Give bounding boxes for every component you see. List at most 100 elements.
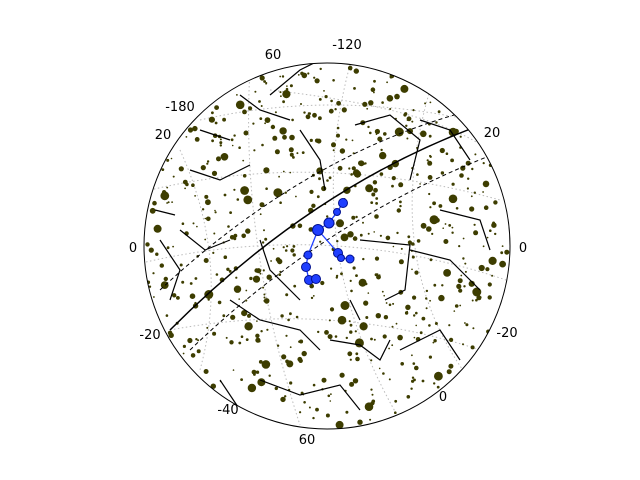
star-point bbox=[334, 108, 337, 111]
star-point bbox=[285, 293, 289, 297]
star-point bbox=[440, 171, 445, 175]
star-point bbox=[504, 249, 510, 255]
star-point bbox=[211, 170, 218, 176]
star-point bbox=[442, 227, 445, 229]
star-point bbox=[178, 166, 184, 172]
star-point bbox=[192, 222, 195, 225]
star-point bbox=[488, 256, 497, 265]
star-point bbox=[429, 258, 433, 262]
star-point bbox=[282, 90, 291, 99]
tick-label: -40 bbox=[217, 403, 238, 418]
star-point bbox=[212, 331, 217, 336]
star-point bbox=[207, 298, 210, 301]
star-point bbox=[377, 136, 383, 142]
graticule-line bbox=[169, 318, 481, 351]
star-point bbox=[420, 130, 427, 138]
star-point bbox=[373, 91, 375, 94]
tick-label: 60 bbox=[265, 48, 282, 63]
star-point bbox=[152, 200, 157, 206]
star-point bbox=[389, 108, 392, 110]
star-point bbox=[413, 336, 416, 339]
graticule-line bbox=[332, 64, 401, 421]
star-point bbox=[148, 247, 154, 253]
star-point bbox=[243, 195, 253, 205]
star-point bbox=[339, 372, 345, 378]
star-point bbox=[245, 228, 251, 234]
star-point bbox=[357, 419, 363, 425]
constellation-line bbox=[419, 119, 471, 161]
star-point bbox=[355, 356, 360, 362]
star-point bbox=[324, 330, 329, 335]
star-point bbox=[204, 238, 207, 241]
star-point bbox=[310, 227, 313, 230]
highlight-star bbox=[303, 250, 313, 260]
star-point bbox=[369, 131, 372, 135]
constellation-line bbox=[239, 94, 291, 121]
star-point bbox=[375, 313, 381, 319]
star-point bbox=[373, 187, 378, 193]
highlight-star bbox=[345, 254, 355, 264]
star-point bbox=[371, 393, 374, 396]
star-point bbox=[160, 191, 170, 201]
star-point bbox=[462, 237, 465, 240]
star-point bbox=[386, 81, 388, 84]
star-point bbox=[286, 245, 289, 248]
star-point bbox=[297, 74, 300, 76]
star-point bbox=[238, 146, 241, 149]
star-point bbox=[392, 245, 395, 248]
star-point bbox=[256, 320, 258, 322]
star-point bbox=[435, 121, 438, 124]
star-point bbox=[326, 179, 329, 182]
star-point bbox=[219, 138, 222, 141]
star-point bbox=[255, 333, 260, 338]
star-point bbox=[253, 149, 256, 152]
star-point bbox=[324, 95, 328, 99]
star-point bbox=[261, 241, 265, 244]
star-point bbox=[431, 232, 434, 235]
star-point bbox=[247, 383, 257, 393]
star-point bbox=[487, 282, 492, 287]
star-point bbox=[366, 107, 369, 110]
star-point bbox=[396, 231, 399, 235]
star-point bbox=[463, 285, 466, 288]
star-point bbox=[263, 229, 265, 232]
star-point bbox=[295, 195, 297, 198]
star-point bbox=[233, 188, 236, 191]
star-point bbox=[319, 67, 322, 71]
star-point bbox=[471, 167, 474, 171]
star-point bbox=[245, 299, 248, 302]
star-point bbox=[475, 298, 478, 302]
tick-label: 60 bbox=[299, 433, 316, 448]
star-point bbox=[279, 201, 282, 204]
star-point bbox=[295, 315, 299, 319]
star-point bbox=[381, 101, 384, 104]
star-point bbox=[352, 172, 356, 175]
star-point bbox=[211, 111, 214, 115]
star-point bbox=[365, 316, 369, 319]
star-point bbox=[437, 110, 441, 114]
constellation-line bbox=[159, 239, 181, 301]
star-point bbox=[349, 330, 353, 334]
star-point bbox=[469, 206, 475, 212]
highlighted-constellation bbox=[301, 198, 355, 285]
star-point bbox=[309, 189, 314, 194]
star-point bbox=[274, 386, 278, 391]
star-point bbox=[500, 251, 504, 255]
star-point bbox=[264, 237, 268, 241]
star-point bbox=[363, 300, 369, 306]
tick-label: 0 bbox=[519, 241, 527, 256]
star-point bbox=[428, 192, 431, 196]
star-point bbox=[379, 151, 387, 160]
star-point bbox=[166, 158, 170, 162]
star-point bbox=[362, 257, 365, 261]
star-point bbox=[284, 395, 287, 398]
star-point bbox=[398, 182, 404, 188]
ecliptic-bound-upper bbox=[159, 107, 481, 291]
star-point bbox=[337, 315, 347, 325]
star-point bbox=[399, 200, 402, 204]
star-point bbox=[335, 420, 344, 429]
star-point bbox=[233, 233, 238, 238]
star-point bbox=[229, 340, 234, 345]
star-point bbox=[205, 199, 211, 206]
star-point bbox=[258, 100, 261, 103]
